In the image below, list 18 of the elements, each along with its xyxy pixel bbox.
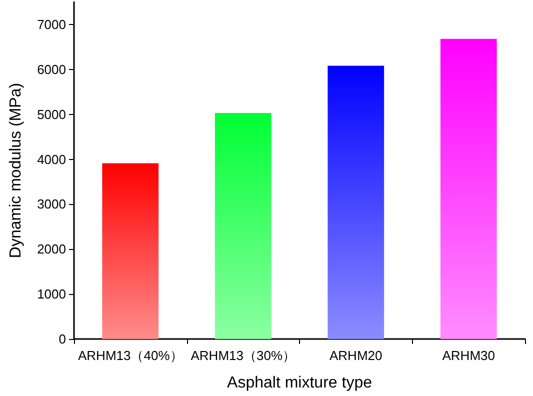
bar	[214, 112, 272, 339]
x-tick-label: ARHM13（40%）	[78, 348, 183, 363]
y-tick-label: 0	[58, 332, 66, 346]
y-tick-label: 3000	[37, 196, 66, 212]
y-tick-label: 6000	[37, 62, 66, 77]
x-tick-label: ARHM13（30%）	[190, 348, 296, 363]
bar	[440, 38, 497, 339]
x-tick-label: ARHM20	[330, 348, 382, 363]
bar	[102, 163, 159, 339]
y-tick-label: 2000	[37, 242, 66, 257]
x-tick-label: ARHM30	[442, 348, 495, 363]
y-axis-title: Dynamic modulus (MPa)	[8, 82, 24, 258]
y-tick-label: 1000	[37, 286, 66, 302]
x-axis-title: Asphalt mixture type	[227, 374, 372, 392]
y-tick-label: 4000	[37, 152, 66, 167]
y-tick-label: 5000	[37, 106, 66, 122]
bar	[328, 66, 384, 339]
y-tick-label: 7000	[37, 16, 66, 32]
